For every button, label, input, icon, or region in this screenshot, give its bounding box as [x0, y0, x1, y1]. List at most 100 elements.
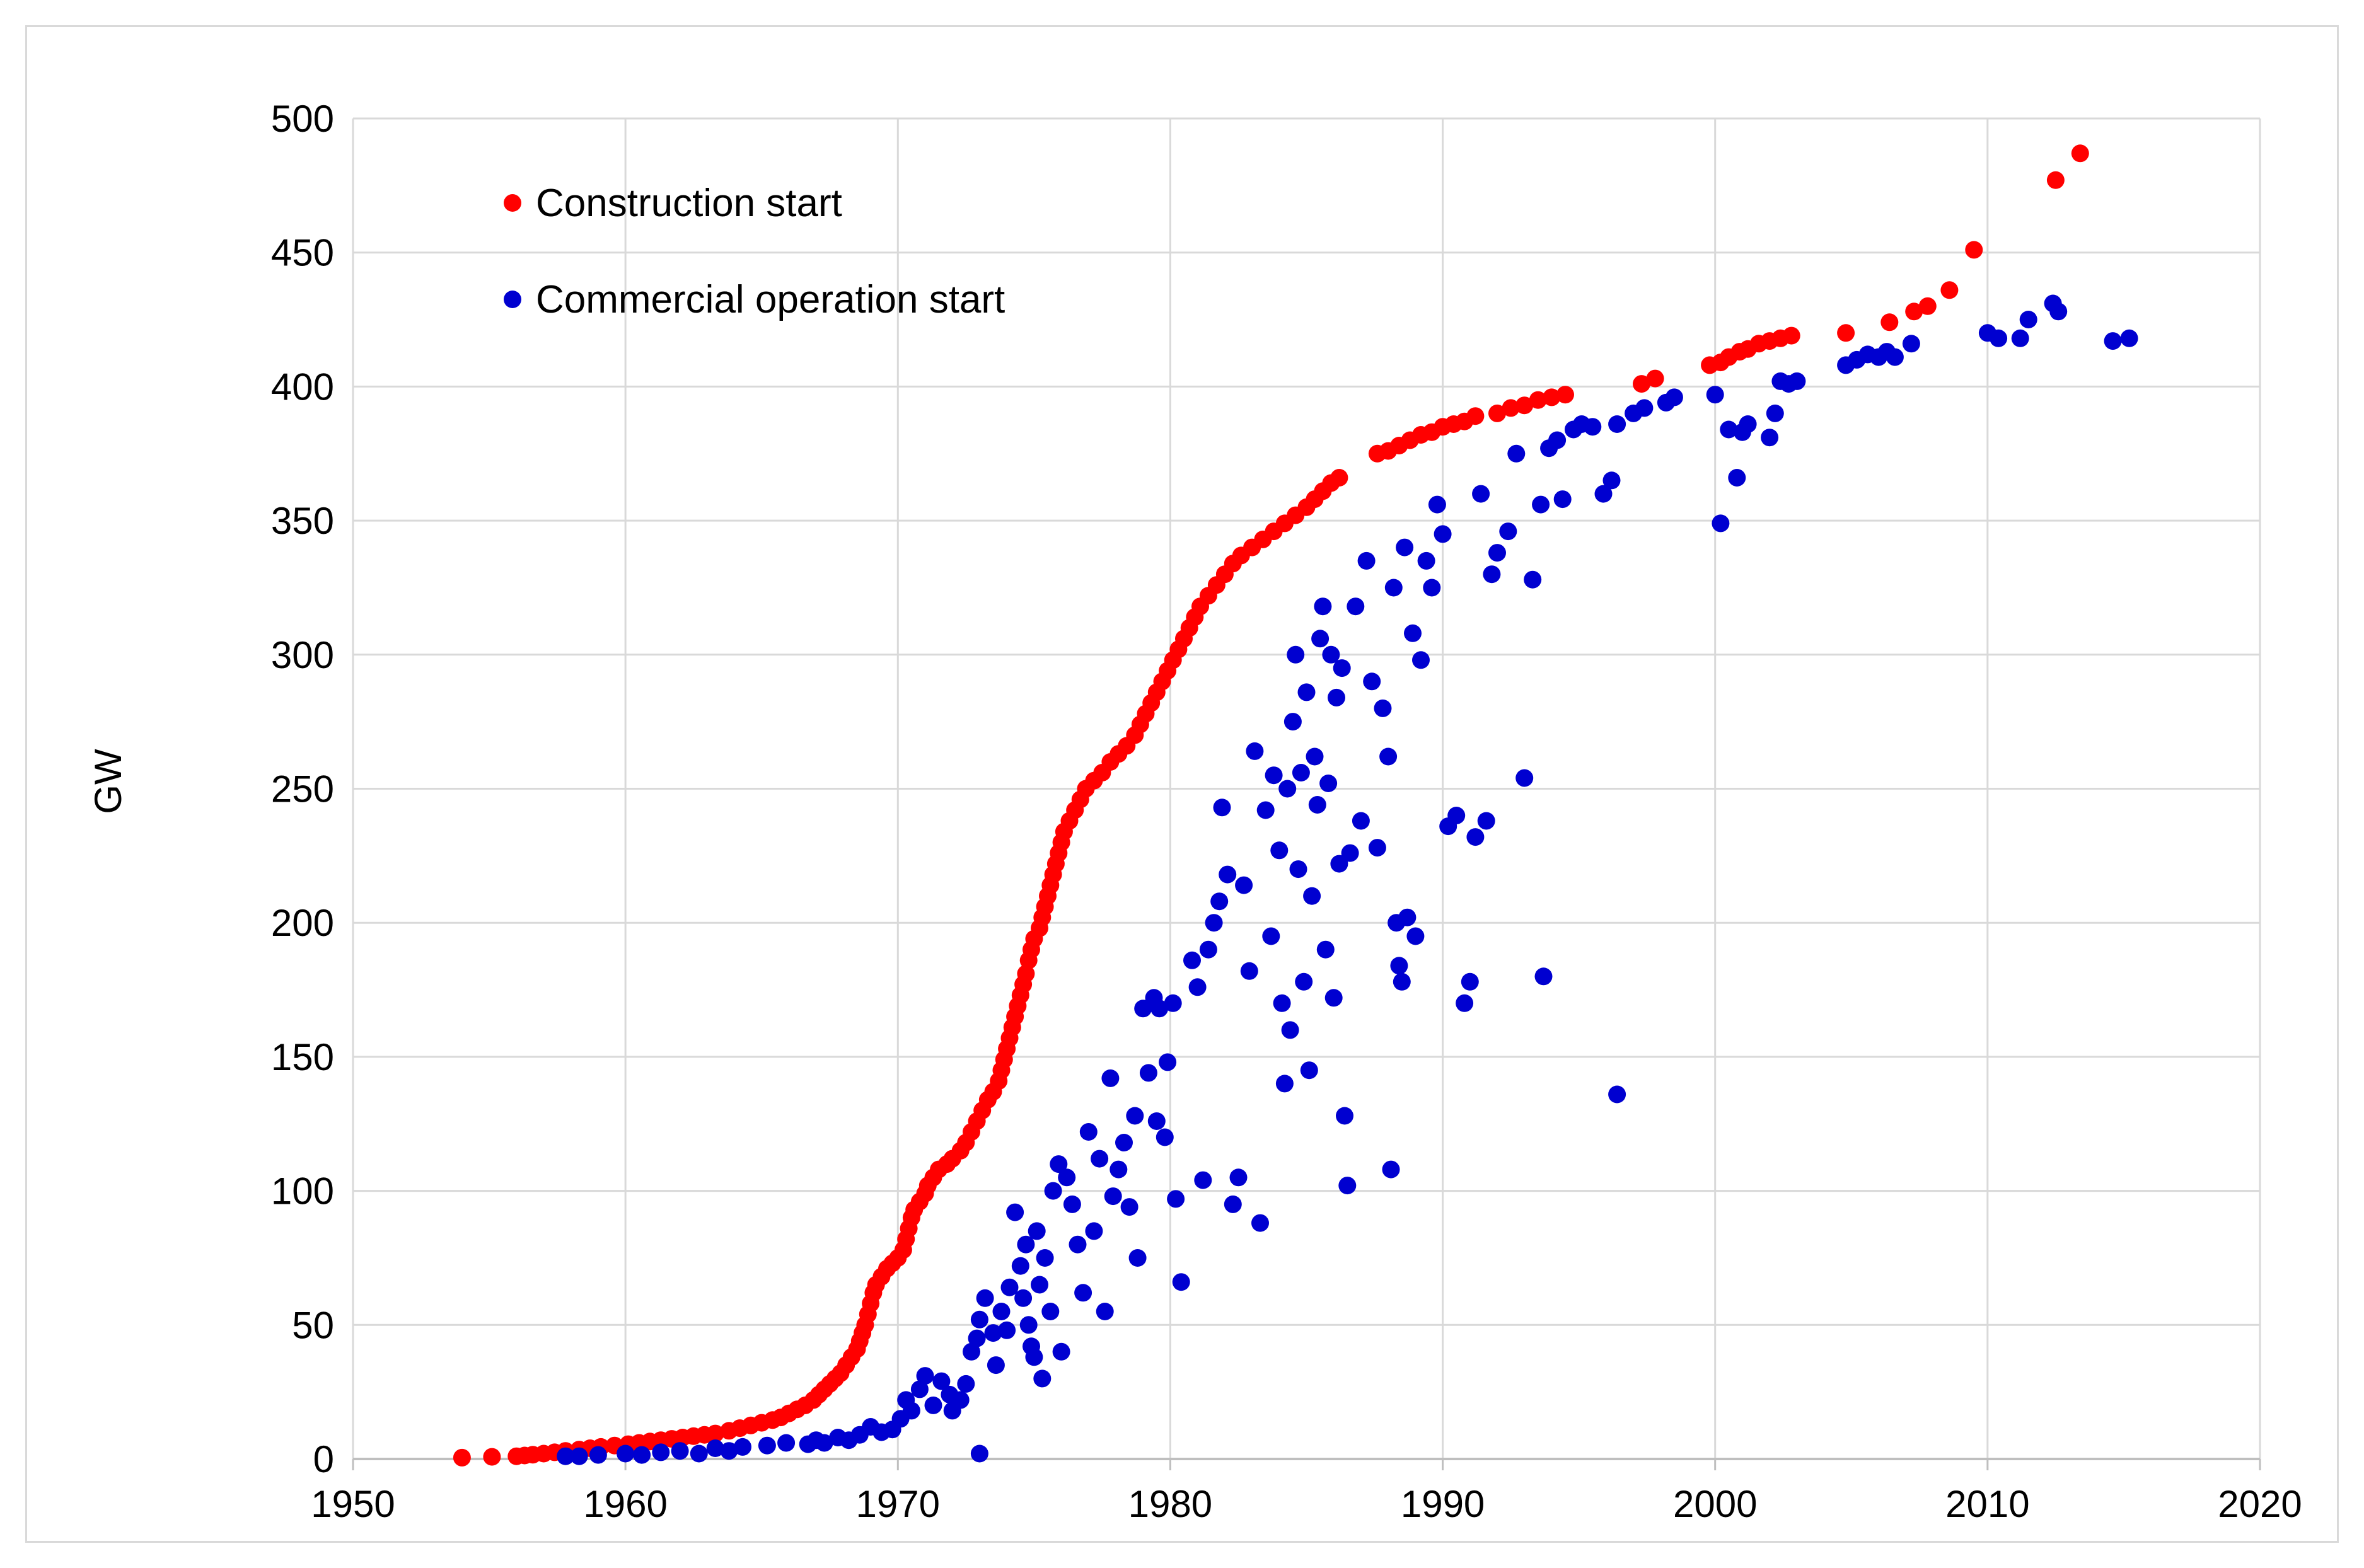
commercial-operation-point — [1382, 1160, 1400, 1179]
commercial-operation-point — [1363, 672, 1381, 691]
commercial-operation-point — [1058, 1168, 1076, 1187]
commercial-operation-point — [1219, 865, 1237, 884]
commercial-operation-point — [1322, 645, 1340, 664]
commercial-operation-point — [1017, 1235, 1035, 1254]
commercial-operation-point — [1314, 597, 1332, 616]
commercial-operation-point — [1251, 1214, 1269, 1232]
commercial-operation-point — [1134, 1000, 1152, 1018]
commercial-operation-point — [1706, 386, 1724, 404]
commercial-operation-point — [1635, 399, 1654, 417]
commercial-operation-point — [1167, 1190, 1185, 1208]
commercial-operation-point — [1292, 764, 1310, 781]
y-tick-label: 0 — [313, 1438, 334, 1480]
commercial-operation-point — [1019, 1316, 1038, 1334]
commercial-operation-point — [1347, 597, 1365, 616]
commercial-operation-point — [1311, 630, 1330, 648]
commercial-operation-point — [1396, 538, 1414, 556]
commercial-operation-point — [968, 1329, 986, 1347]
commercial-operation-point — [1352, 812, 1370, 830]
commercial-operation-point — [2120, 329, 2138, 347]
commercial-operation-point — [1265, 766, 1283, 785]
commercial-operation-point — [1273, 994, 1291, 1012]
commercial-operation-point — [1172, 1273, 1190, 1291]
y-tick-label: 200 — [271, 902, 334, 944]
commercial-operation-point — [1341, 844, 1359, 862]
commercial-operation-point — [1761, 429, 1779, 447]
commercial-operation-point — [1384, 579, 1403, 597]
commercial-operation-point — [1524, 570, 1542, 589]
legend-label-construction: Construction start — [536, 182, 842, 225]
commercial-operation-point — [1324, 989, 1343, 1007]
commercial-operation-point — [1374, 699, 1392, 717]
commercial-operation-point — [1532, 495, 1550, 514]
commercial-operation-point — [1031, 1276, 1048, 1294]
commercial-operation-point — [963, 1342, 980, 1361]
axes: 0 50 100 150 200 250 300 350 400 450 500 1950 1960 19… — [271, 98, 2302, 1525]
x-tick-label: 2020 — [2218, 1483, 2302, 1525]
y-tick-label: 250 — [271, 768, 334, 810]
commercial-operation-point — [1766, 404, 1784, 422]
commercial-operation-point — [1548, 431, 1567, 449]
commercial-operation-point — [1235, 876, 1253, 894]
commercial-operation-point — [932, 1372, 951, 1390]
commercial-operation-point — [910, 1380, 929, 1398]
x-tick-label: 2010 — [1945, 1483, 2029, 1525]
commercial-operation-point — [1246, 742, 1264, 760]
commercial-operation-point — [1507, 444, 1526, 463]
commercial-operation-point — [1788, 372, 1806, 390]
legend-label-commercial: Commercial operation start — [536, 278, 1005, 321]
commercial-operation-point — [1159, 1053, 1177, 1071]
commercial-operation-point — [1300, 1061, 1318, 1080]
commercial-operation-point — [951, 1391, 970, 1409]
y-tick-label: 400 — [271, 366, 334, 408]
commercial-operation-point — [671, 1442, 689, 1460]
commercial-operation-point — [1319, 775, 1338, 792]
commercial-operation-point — [1608, 1085, 1626, 1104]
commercial-operation-point — [1224, 1195, 1242, 1213]
x-tick-label: 1980 — [1128, 1483, 1212, 1525]
commercial-operation-point — [1456, 994, 1474, 1012]
commercial-operation-point — [1316, 940, 1335, 959]
commercial-operation-point — [976, 1289, 994, 1307]
legend: Construction start Commercial operation s… — [504, 182, 1005, 321]
commercial-operation-point — [1104, 1187, 1122, 1206]
y-tick-label: 300 — [271, 634, 334, 676]
construction-start-point — [1633, 375, 1650, 393]
commercial-operation-point — [1240, 962, 1258, 980]
commercial-operation-point — [1297, 683, 1316, 701]
construction-start-point — [453, 1448, 471, 1467]
x-tick-label: 1990 — [1401, 1483, 1485, 1525]
commercial-operation-point — [1052, 1342, 1070, 1361]
legend-marker-construction — [504, 194, 521, 212]
commercial-operation-point — [1428, 495, 1446, 514]
commercial-operation-point — [1515, 769, 1534, 787]
commercial-operation-point — [1164, 994, 1182, 1012]
commercial-operation-point — [1472, 485, 1490, 503]
commercial-operation-point — [992, 1303, 1011, 1320]
y-tick-label: 500 — [271, 98, 334, 140]
construction-start-point — [1646, 369, 1664, 388]
commercial-operation-point — [1602, 471, 1621, 490]
commercial-operation-point — [1213, 798, 1231, 817]
commercial-operation-point — [1275, 1075, 1294, 1093]
commercial-operation-point — [1390, 957, 1408, 975]
commercial-operation-point — [1665, 388, 1683, 406]
construction-start-point — [1543, 388, 1561, 406]
commercial-operation-point — [1256, 801, 1275, 819]
commercial-operation-point — [557, 1447, 575, 1465]
commercial-operation-point — [1461, 972, 1479, 991]
commercial-operation-point — [970, 1444, 988, 1463]
commercial-operation-point — [1534, 967, 1553, 986]
commercial-operation-point — [984, 1324, 1002, 1342]
y-tick-label: 50 — [292, 1304, 334, 1346]
commercial-operation-point — [970, 1310, 988, 1329]
commercial-operation-point — [706, 1439, 724, 1457]
commercial-operation-point — [916, 1367, 934, 1385]
x-tick-label: 1970 — [856, 1483, 940, 1525]
commercial-operation-point — [1110, 1160, 1128, 1179]
commercial-operation-point — [957, 1375, 975, 1393]
commercial-operation-point — [1011, 1257, 1029, 1275]
commercial-operation-point — [1139, 1064, 1157, 1082]
commercial-operation-point — [1283, 713, 1302, 731]
commercial-operation-point — [1036, 1249, 1054, 1267]
